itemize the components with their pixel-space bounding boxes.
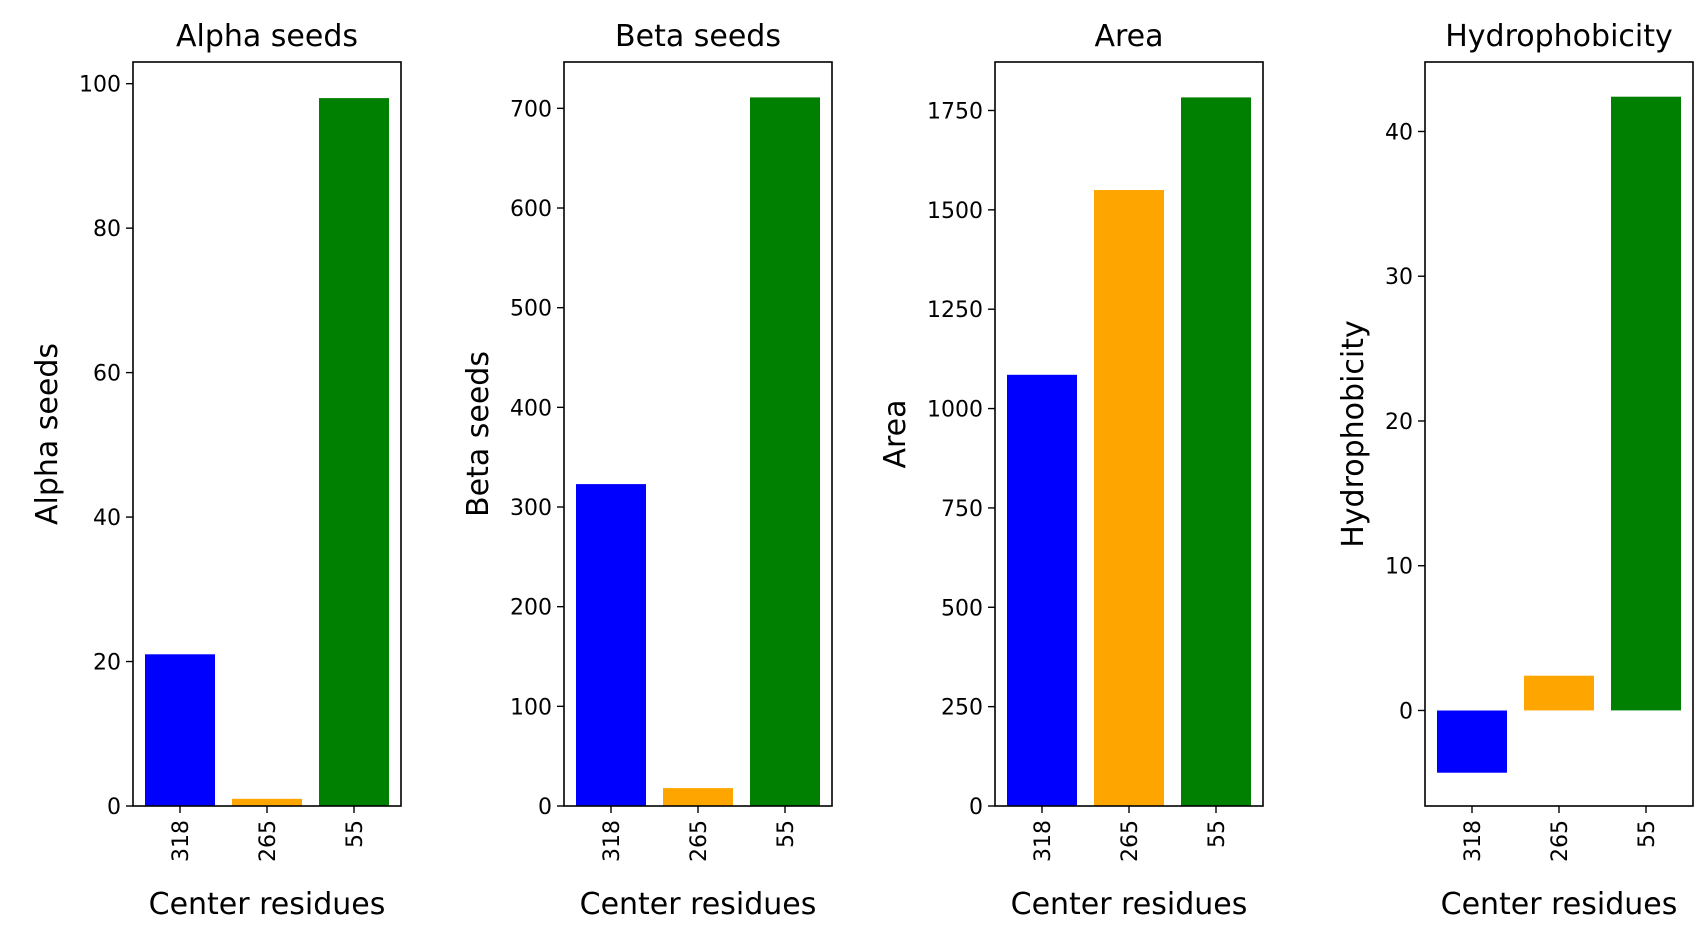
bar-265 bbox=[1524, 675, 1594, 711]
y-tick-label: 500 bbox=[941, 596, 983, 621]
y-tick-label: 20 bbox=[1385, 410, 1413, 435]
y-tick-label: 10 bbox=[1385, 555, 1413, 580]
y-tick-label: 60 bbox=[93, 362, 121, 387]
x-tick-label: 55 bbox=[343, 820, 368, 848]
x-tick-label: 318 bbox=[1461, 820, 1486, 862]
bar-318 bbox=[1437, 710, 1507, 773]
chart-title: Beta seeds bbox=[615, 19, 781, 54]
x-tick-label: 55 bbox=[1635, 820, 1660, 848]
y-tick-label: 1000 bbox=[927, 398, 983, 423]
y-tick-label: 1500 bbox=[927, 199, 983, 224]
y-tick-label: 20 bbox=[93, 651, 121, 676]
y-tick-label: 700 bbox=[510, 97, 552, 122]
x-tick-label: 55 bbox=[1205, 820, 1230, 848]
x-axis-label: Center residues bbox=[1441, 887, 1678, 922]
bar-265 bbox=[232, 798, 302, 806]
y-tick-label: 250 bbox=[941, 696, 983, 721]
y-tick-label: 1750 bbox=[927, 99, 983, 124]
y-tick-label: 80 bbox=[93, 217, 121, 242]
y-tick-label: 40 bbox=[1385, 120, 1413, 145]
y-tick-label: 750 bbox=[941, 497, 983, 522]
bar-265 bbox=[663, 788, 733, 806]
y-tick-label: 0 bbox=[1399, 699, 1413, 724]
bar-318 bbox=[576, 484, 646, 806]
y-tick-label: 600 bbox=[510, 197, 552, 222]
y-axis-label: Area bbox=[878, 399, 913, 468]
chart-title: Alpha seeds bbox=[176, 19, 358, 54]
x-tick-label: 318 bbox=[1031, 820, 1056, 862]
y-tick-label: 200 bbox=[510, 596, 552, 621]
y-tick-label: 0 bbox=[969, 795, 983, 820]
chart-panel-0: 0 20 40 60 80 100 318 265 55 Alpha seeds Center re… bbox=[30, 19, 402, 922]
bar-55 bbox=[1611, 96, 1681, 711]
x-tick-label: 318 bbox=[169, 820, 194, 862]
y-axis-label: Hydrophobicity bbox=[1336, 320, 1371, 548]
x-axis-label: Center residues bbox=[1011, 887, 1248, 922]
chart-panel-2: 0 250 500 750 1000 1250 1500 1750 318 265 55 Area Ce… bbox=[878, 19, 1264, 922]
y-axis-label: Beta seeds bbox=[461, 351, 496, 517]
y-tick-label: 100 bbox=[510, 695, 552, 720]
x-tick-label: 265 bbox=[1118, 820, 1143, 862]
bar-318 bbox=[145, 654, 215, 806]
bar-55 bbox=[319, 98, 389, 807]
x-tick-label: 55 bbox=[774, 820, 799, 848]
x-tick-label: 265 bbox=[1548, 820, 1573, 862]
x-axis-label: Center residues bbox=[149, 887, 386, 922]
y-tick-label: 30 bbox=[1385, 265, 1413, 290]
bar-55 bbox=[1181, 97, 1251, 806]
y-tick-label: 100 bbox=[79, 73, 121, 98]
chart-title: Area bbox=[1094, 19, 1163, 54]
y-tick-label: 0 bbox=[538, 795, 552, 820]
y-tick-label: 500 bbox=[510, 297, 552, 322]
y-tick-label: 1250 bbox=[927, 298, 983, 323]
bar-318 bbox=[1007, 374, 1077, 806]
y-tick-label: 300 bbox=[510, 496, 552, 521]
y-axis-label: Alpha seeds bbox=[30, 343, 65, 525]
chart-panel-3: 0 10 20 30 40 318 265 55 Hydrophobicity Center re… bbox=[1336, 19, 1694, 922]
bar-55 bbox=[750, 97, 820, 806]
x-tick-label: 265 bbox=[687, 820, 712, 862]
y-tick-label: 40 bbox=[93, 506, 121, 531]
x-tick-label: 318 bbox=[600, 820, 625, 862]
chart-panel-1: 0 100 200 300 400 500 600 700 318 265 55 Beta seeds… bbox=[461, 19, 833, 922]
x-tick-label: 265 bbox=[256, 820, 281, 862]
y-tick-label: 400 bbox=[510, 396, 552, 421]
x-axis-label: Center residues bbox=[580, 887, 817, 922]
y-tick-label: 0 bbox=[107, 795, 121, 820]
chart-title: Hydrophobicity bbox=[1445, 19, 1673, 54]
bar-265 bbox=[1094, 190, 1164, 806]
